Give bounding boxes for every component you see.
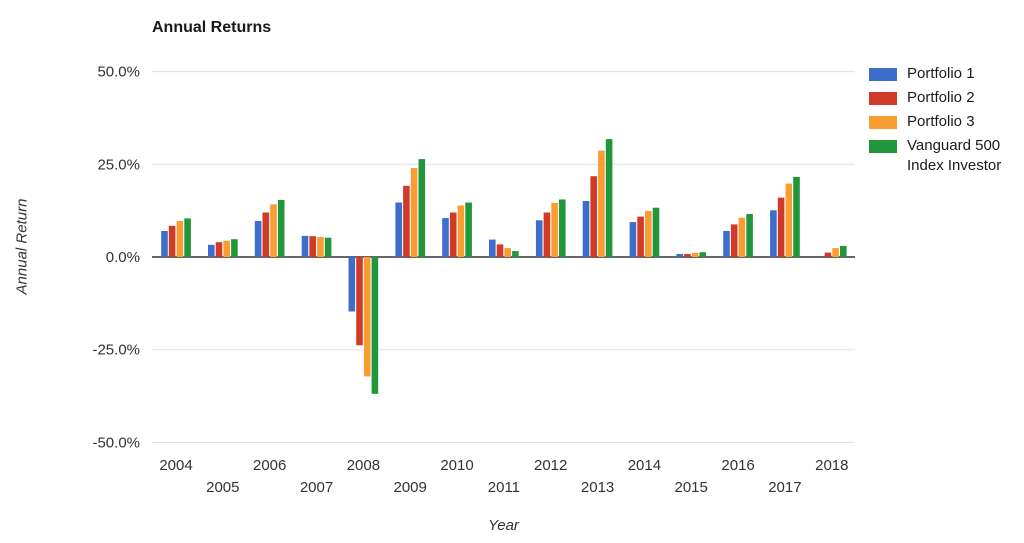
bar-portfolio-2-2011 xyxy=(496,244,504,257)
bar-portfolio-3-2018 xyxy=(832,248,839,257)
bar-portfolio-3-2010 xyxy=(457,205,465,257)
bar-portfolio-2-2007 xyxy=(309,236,316,257)
bar-vanguard-500-index-investor-2014 xyxy=(652,207,660,257)
y-tick-label: -25.0% xyxy=(92,342,140,359)
bar-portfolio-2-2016 xyxy=(730,224,738,257)
chart-title: Annual Returns xyxy=(152,19,272,36)
legend-label: Portfolio 3 xyxy=(907,113,975,130)
bar-vanguard-500-index-investor-2013 xyxy=(605,139,613,257)
y-tick-label: 25.0% xyxy=(97,156,140,173)
y-tick-label: -50.0% xyxy=(92,434,140,451)
bar-portfolio-1-2008 xyxy=(348,257,356,312)
bar-portfolio-3-2016 xyxy=(738,217,746,257)
bar-portfolio-1-2004 xyxy=(161,231,168,257)
x-tick-label: 2009 xyxy=(394,479,427,496)
bar-vanguard-500-index-investor-2018 xyxy=(840,245,847,257)
legend-swatch xyxy=(869,140,897,153)
legend-label: Portfolio 1 xyxy=(907,65,975,82)
bar-portfolio-3-2017 xyxy=(785,183,793,257)
bar-vanguard-500-index-investor-2009 xyxy=(418,159,426,257)
x-tick-label: 2018 xyxy=(815,457,848,474)
x-tick-label: 2005 xyxy=(206,479,239,496)
bar-portfolio-1-2014 xyxy=(629,222,637,257)
bar-portfolio-1-2017 xyxy=(770,210,777,257)
x-tick-label: 2004 xyxy=(159,457,192,474)
legend-swatch xyxy=(869,116,897,129)
bar-portfolio-1-2011 xyxy=(489,239,496,257)
bar-portfolio-1-2007 xyxy=(301,235,309,257)
bar-vanguard-500-index-investor-2012 xyxy=(559,199,566,257)
x-axis-title: Year xyxy=(488,517,519,534)
bar-portfolio-3-2005 xyxy=(223,240,230,257)
bar-vanguard-500-index-investor-2015 xyxy=(699,252,707,257)
bar-portfolio-3-2006 xyxy=(270,204,277,257)
x-tick-label: 2011 xyxy=(488,479,520,496)
x-tick-label: 2008 xyxy=(347,457,380,474)
bar-portfolio-3-2007 xyxy=(317,237,324,257)
bar-vanguard-500-index-investor-2011 xyxy=(512,251,519,257)
legend-label: Vanguard 500 Index Investor xyxy=(907,137,1002,174)
x-tick-label: 2012 xyxy=(534,457,567,474)
bar-vanguard-500-index-investor-2006 xyxy=(277,199,285,257)
legend-label: Portfolio 2 xyxy=(907,89,975,106)
bar-vanguard-500-index-investor-2007 xyxy=(324,237,332,257)
legend-item: Portfolio 2 xyxy=(869,88,1019,108)
legend-swatch xyxy=(869,68,897,81)
bar-portfolio-2-2018 xyxy=(824,252,832,257)
y-tick-label: 50.0% xyxy=(97,64,140,81)
bar-vanguard-500-index-investor-2010 xyxy=(465,202,472,257)
bar-portfolio-1-2012 xyxy=(535,220,543,257)
legend: Portfolio 1 Portfolio 2 Portfolio 3 Vanguar… xyxy=(869,64,1019,180)
bar-portfolio-2-2004 xyxy=(168,225,176,257)
x-tick-label: 2017 xyxy=(768,479,801,496)
x-tick-label: 2015 xyxy=(675,479,708,496)
x-tick-label: 2010 xyxy=(440,457,473,474)
y-axis-title: Annual Return xyxy=(13,198,31,295)
bar-portfolio-3-2011 xyxy=(504,248,511,257)
x-tick-label: 2007 xyxy=(300,479,333,496)
bar-vanguard-500-index-investor-2004 xyxy=(184,218,191,257)
bar-portfolio-3-2004 xyxy=(176,221,184,257)
x-tick-label: 2006 xyxy=(253,457,286,474)
bar-portfolio-1-2015 xyxy=(676,254,683,257)
legend-item: Vanguard 500 Index Investor xyxy=(869,136,1019,176)
bar-portfolio-3-2015 xyxy=(691,252,699,257)
bar-portfolio-1-2013 xyxy=(582,201,590,257)
bar-portfolio-2-2009 xyxy=(403,185,410,257)
bar-portfolio-1-2009 xyxy=(395,202,402,257)
bar-portfolio-1-2005 xyxy=(208,244,215,257)
bar-portfolio-3-2008 xyxy=(363,257,371,377)
bar-portfolio-2-2017 xyxy=(777,197,785,257)
bar-portfolio-3-2009 xyxy=(410,168,418,257)
bar-portfolio-1-2006 xyxy=(254,221,262,257)
bar-vanguard-500-index-investor-2016 xyxy=(746,214,753,257)
bar-portfolio-1-2016 xyxy=(723,231,730,257)
bar-portfolio-3-2014 xyxy=(645,211,652,257)
legend-item: Portfolio 3 xyxy=(869,112,1019,132)
bar-vanguard-500-index-investor-2017 xyxy=(793,176,800,257)
bar-portfolio-1-2010 xyxy=(442,218,449,257)
bar-portfolio-2-2012 xyxy=(543,212,551,257)
legend-swatch xyxy=(869,92,897,105)
bar-portfolio-3-2012 xyxy=(551,202,558,257)
legend-item: Portfolio 1 xyxy=(869,64,1019,84)
bar-portfolio-2-2010 xyxy=(449,212,457,257)
bar-portfolio-2-2013 xyxy=(590,176,597,257)
bar-vanguard-500-index-investor-2005 xyxy=(231,239,238,257)
bar-vanguard-500-index-investor-2008 xyxy=(371,257,379,394)
bar-portfolio-2-2005 xyxy=(215,242,223,257)
x-tick-label: 2016 xyxy=(721,457,754,474)
bar-portfolio-2-2015 xyxy=(684,254,691,257)
bar-portfolio-2-2008 xyxy=(356,257,363,346)
bar-portfolio-2-2014 xyxy=(637,216,644,257)
bar-portfolio-3-2013 xyxy=(598,150,605,257)
bar-portfolio-2-2006 xyxy=(262,212,270,257)
y-tick-label: 0.0% xyxy=(106,249,140,266)
x-tick-label: 2013 xyxy=(581,479,614,496)
x-tick-label: 2014 xyxy=(628,457,661,474)
